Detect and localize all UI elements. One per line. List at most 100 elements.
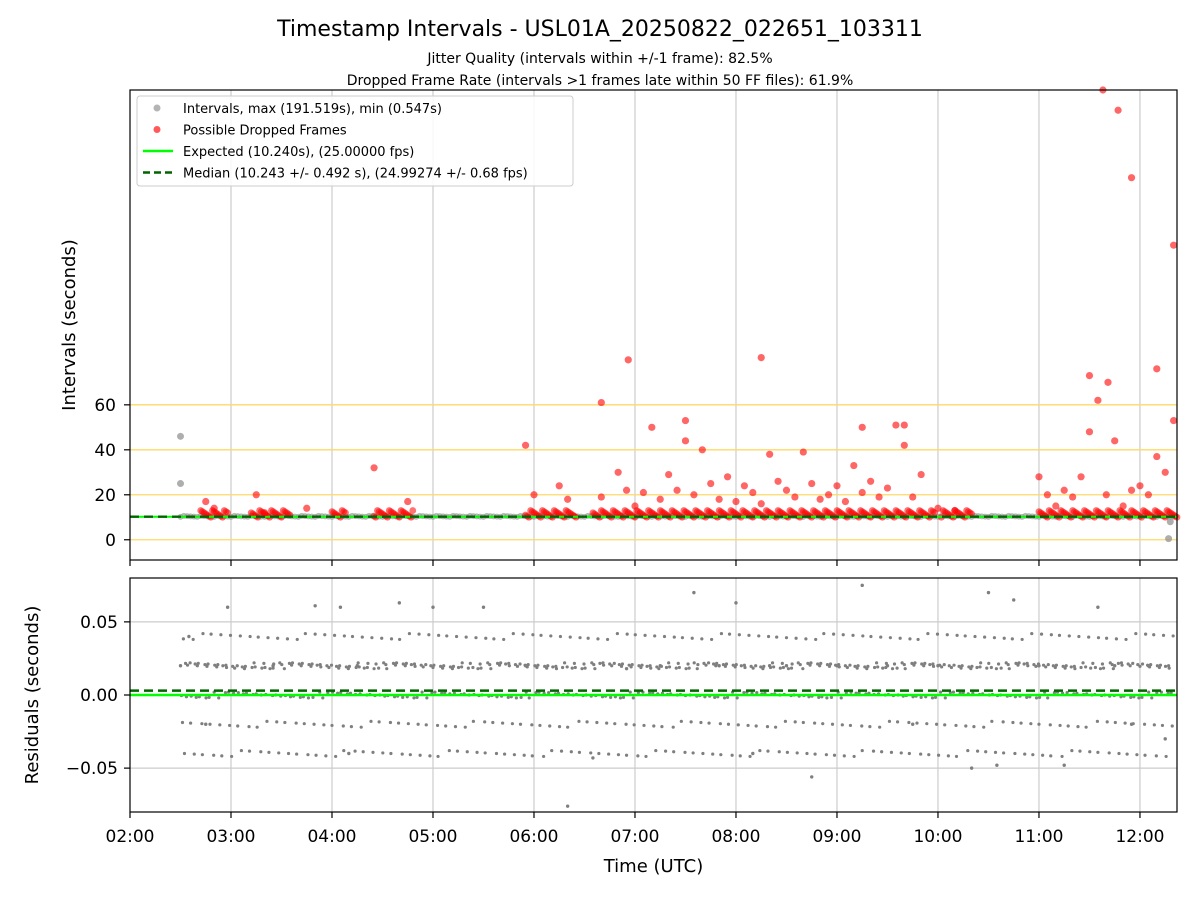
residual-point [1011, 720, 1015, 725]
residual-point [460, 665, 464, 669]
residual-point [339, 691, 343, 695]
residual-point [1096, 636, 1101, 640]
residual-point [710, 637, 714, 642]
residual-point [400, 752, 404, 756]
legend-label: Median (10.243 +/- 0.492 s), (24.99274 +… [183, 167, 528, 182]
residual-point [1150, 696, 1154, 700]
dropped-frame-point [757, 500, 765, 508]
residual-point [196, 661, 200, 666]
dropped-frame-point [951, 506, 959, 515]
residual-point [857, 691, 861, 695]
residual-point [844, 691, 848, 695]
residual-point [585, 720, 589, 724]
residual-point [515, 664, 520, 668]
residual-point [223, 691, 228, 695]
residual-point [187, 634, 191, 639]
residual-point [801, 667, 805, 671]
residual-point [460, 661, 464, 665]
residual-point [825, 696, 829, 700]
residual-point [624, 753, 629, 757]
residual-point [684, 667, 688, 671]
residual-point [795, 751, 799, 755]
residual-point [1131, 661, 1135, 666]
residual-point [385, 667, 389, 671]
residual-point [178, 664, 183, 668]
dropped-frame-point [624, 356, 632, 364]
x-tick-label: 07:00 [610, 827, 659, 847]
residual-point [435, 723, 440, 728]
residual-point [370, 636, 374, 640]
residual-point [1163, 737, 1167, 741]
dropped-frame-point [665, 470, 673, 479]
residual-point [1025, 661, 1029, 666]
dropped-frame-point [1119, 502, 1127, 510]
y-tick-label: 0 [105, 531, 116, 551]
dropped-frame-point [1153, 452, 1161, 461]
residual-point [735, 696, 739, 700]
residual-point [672, 635, 676, 639]
residual-point [456, 665, 461, 670]
residual-point [778, 666, 782, 670]
residual-point [534, 691, 538, 695]
residual-point [464, 635, 468, 639]
residual-point [751, 666, 755, 670]
residual-point [1067, 634, 1071, 638]
residual-point [1095, 719, 1100, 723]
residual-point [1052, 691, 1057, 695]
residual-point [1135, 753, 1139, 757]
residual-point [1154, 754, 1158, 758]
residual-point [518, 662, 522, 666]
residual-point [471, 665, 475, 670]
dropped-frame-point [631, 502, 639, 510]
residual-point [420, 690, 424, 694]
residual-point [502, 752, 507, 756]
residual-point [1025, 695, 1029, 699]
residual-point [1007, 667, 1011, 671]
residual-point [772, 665, 776, 669]
residual-point [1039, 632, 1044, 636]
residual-point [683, 750, 687, 754]
residual-point [421, 665, 425, 669]
residual-point [985, 666, 989, 670]
residual-point [1031, 753, 1035, 757]
residual-point [1076, 724, 1080, 729]
residual-point [1077, 634, 1081, 639]
residual-point [285, 637, 290, 641]
residual-point [652, 724, 656, 728]
residual-point [1114, 637, 1119, 641]
residual-point [715, 661, 719, 666]
residual-point [927, 753, 931, 757]
residual-point [465, 750, 469, 754]
residual-point [933, 695, 938, 699]
residual-point [751, 751, 755, 756]
residual-point [527, 696, 531, 700]
dropped-frame-point [1127, 174, 1136, 182]
residual-point [539, 633, 543, 637]
residual-point [573, 665, 577, 670]
dropped-frame-point [808, 479, 816, 488]
dropped-frame-point [757, 354, 765, 362]
dropped-frame-point [900, 421, 908, 429]
residual-point [236, 724, 240, 728]
residual-point [943, 696, 947, 700]
y-tick-label: 0.05 [80, 613, 118, 633]
residual-point [856, 664, 860, 668]
residual-point [657, 667, 661, 671]
residual-point [1136, 662, 1140, 667]
residual-point [832, 632, 836, 636]
residual-point [949, 665, 954, 670]
residual-point [494, 751, 499, 756]
residual-point [696, 662, 700, 667]
residual-point [306, 753, 310, 757]
residual-point [577, 750, 582, 754]
residual-point [990, 719, 994, 723]
residual-point [902, 662, 906, 667]
residual-point [1143, 753, 1147, 757]
residual-point [388, 720, 393, 725]
residual-point [625, 632, 629, 636]
residual-point [724, 662, 729, 666]
residual-point [290, 661, 295, 665]
dropped-frame-point [875, 493, 883, 501]
dropped-frame-point [850, 461, 858, 470]
